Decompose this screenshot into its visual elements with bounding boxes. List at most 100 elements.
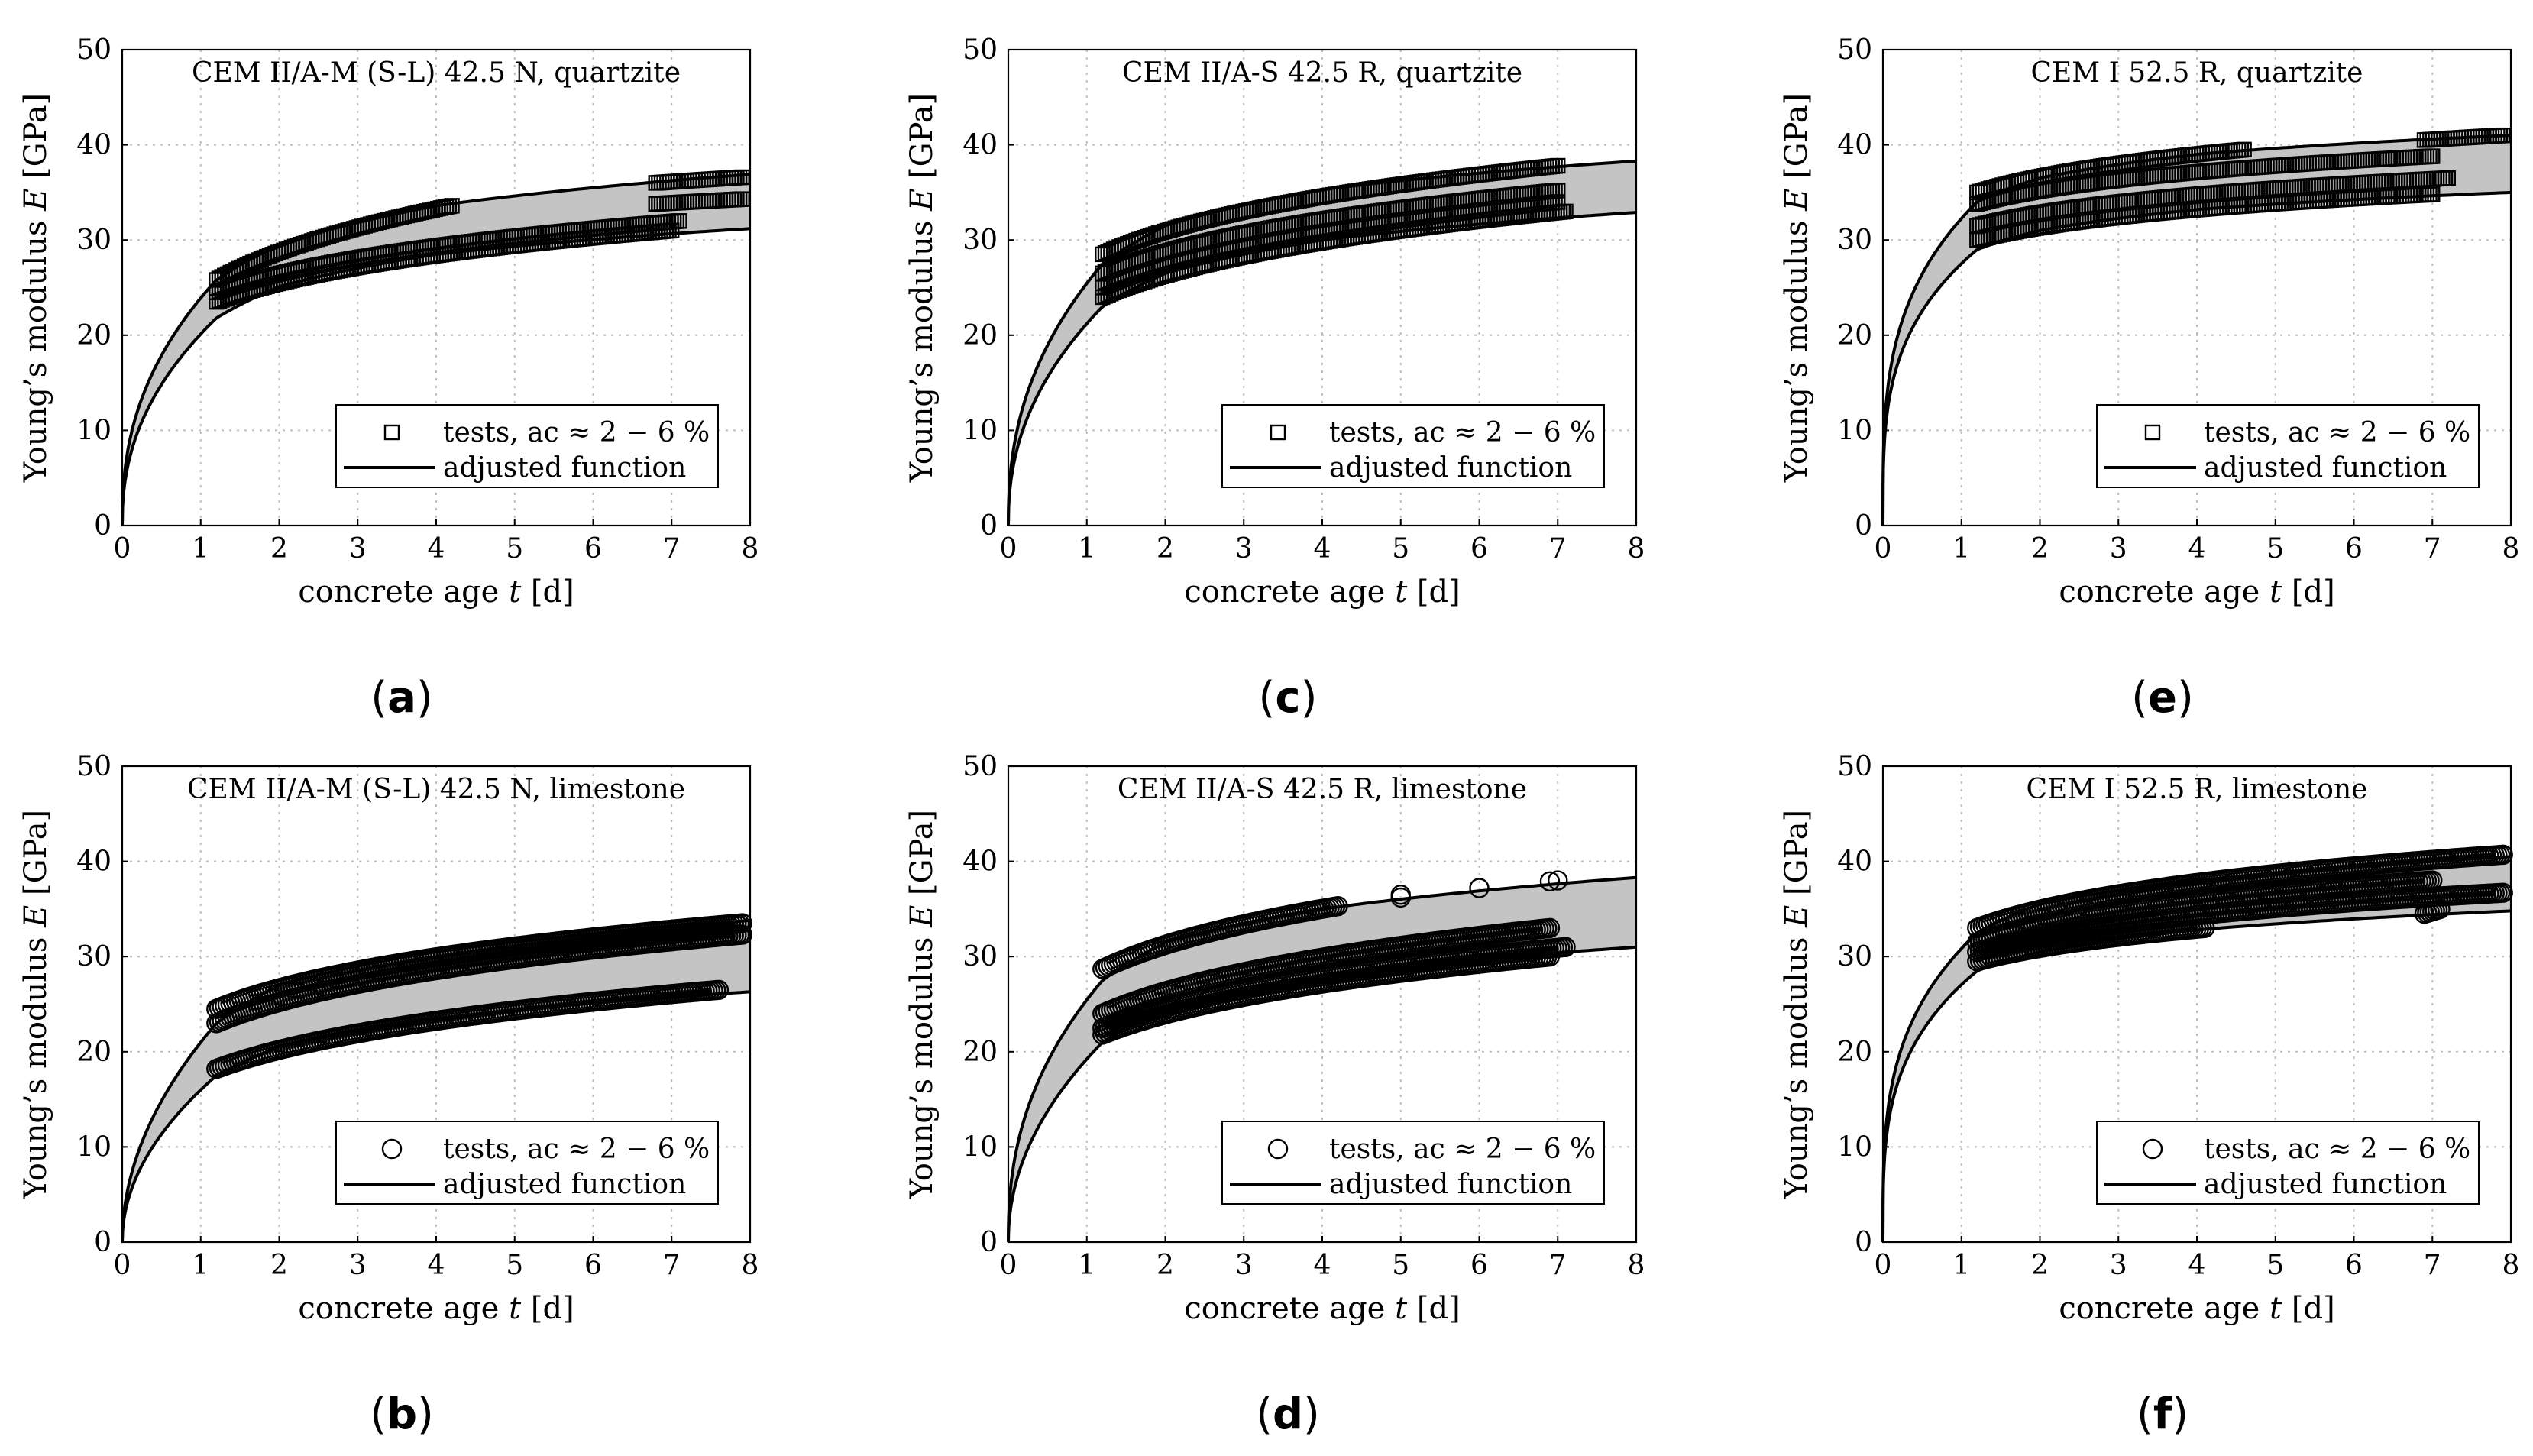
chart-panel-e: 0 1 2 3 4 5 6 7 8 0 10 20 30 40 50 CEM I 52.5 R, quartz… bbox=[1779, 34, 2519, 723]
adjusted-function-upper bbox=[1007, 875, 1637, 1243]
y-axis-label-text: Young’s modulus bbox=[904, 927, 940, 1199]
x-tick-label: 5 bbox=[1392, 1250, 1409, 1281]
panel-label-open: ( bbox=[2137, 1390, 2153, 1439]
panel-label-letter: b bbox=[387, 1390, 417, 1439]
x-tick-label: 3 bbox=[2110, 533, 2127, 565]
y-tick-label: 30 bbox=[962, 225, 998, 256]
test-point bbox=[1390, 885, 1411, 905]
adjusted-function-lower bbox=[1881, 909, 2512, 1243]
legend-box bbox=[335, 1121, 719, 1205]
panel-label: (b) bbox=[370, 1390, 434, 1439]
y-axis-label-var: E bbox=[18, 905, 53, 928]
y-axis-label-text: Young’s modulus bbox=[18, 927, 53, 1199]
legend-entry-tests: tests, ac ≈ 2 − 6 % bbox=[1329, 1134, 1596, 1165]
x-tick-label: 2 bbox=[270, 533, 288, 565]
y-axis-label: Young’s modulus E [GPa] bbox=[1779, 93, 1814, 483]
y-axis-label-var: E bbox=[904, 189, 940, 212]
test-point bbox=[2440, 170, 2457, 186]
y-axis-label: Young’s modulus E [GPa] bbox=[18, 810, 53, 1199]
x-tick-label: 2 bbox=[2031, 1250, 2049, 1281]
y-tick-label: 10 bbox=[1837, 415, 1872, 446]
chart-panel-a: 0 1 2 3 4 5 6 7 8 0 10 20 30 40 50 CEM II/A-M (S-L) 42.… bbox=[18, 34, 759, 723]
x-tick-label: 4 bbox=[428, 533, 445, 565]
legend: tests, ac ≈ 2 − 6 % adjusted function bbox=[2096, 404, 2480, 488]
x-tick-label: 7 bbox=[663, 533, 681, 565]
test-point bbox=[734, 191, 750, 207]
x-tick-label: 5 bbox=[506, 1250, 523, 1281]
x-axis-label-text: concrete age bbox=[298, 1291, 509, 1326]
adjusted-function-lower bbox=[121, 227, 751, 526]
x-axis-label-text: concrete age bbox=[2059, 574, 2269, 610]
x-tick-label: 6 bbox=[2345, 533, 2363, 565]
x-axis-label-text: concrete age bbox=[298, 574, 509, 610]
x-tick-label: 6 bbox=[1470, 533, 1488, 565]
chart-title: CEM II/A-M (S-L) 42.5 N, quartzite bbox=[192, 57, 681, 89]
x-axis-label-unit: [d] bbox=[2282, 574, 2335, 610]
x-axis-label-var: t bbox=[1395, 574, 1408, 610]
x-tick-label: 4 bbox=[428, 1250, 445, 1281]
legend-box bbox=[1221, 1121, 1605, 1205]
y-tick-label: 40 bbox=[962, 130, 998, 161]
y-tick-label: 50 bbox=[76, 751, 112, 782]
y-axis-label-unit: [GPa] bbox=[904, 810, 940, 905]
test-point bbox=[1539, 871, 1561, 891]
chart-title: CEM II/A-S 42.5 R, quartzite bbox=[1122, 57, 1522, 89]
panel-label-close: ) bbox=[417, 1390, 434, 1439]
y-axis-label-text: Young’s modulus bbox=[18, 211, 53, 483]
legend-box bbox=[335, 404, 719, 488]
panel-label-letter: e bbox=[2148, 673, 2177, 723]
x-tick-label: 6 bbox=[2345, 1250, 2363, 1281]
test-point bbox=[2493, 844, 2513, 866]
x-axis-label-unit: [d] bbox=[1407, 1291, 1461, 1326]
y-tick-label: 10 bbox=[962, 415, 998, 446]
x-axis-label: concrete age t [d] bbox=[1184, 1291, 1460, 1326]
y-tick-label: 0 bbox=[1855, 510, 1872, 542]
y-axis-label: Young’s modulus E [GPa] bbox=[904, 93, 940, 483]
x-axis-label: concrete age t [d] bbox=[2059, 1291, 2334, 1326]
adjusted-function-upper bbox=[1881, 134, 2512, 526]
legend: tests, ac ≈ 2 − 6 % adjusted function bbox=[1221, 404, 1605, 488]
legend-marker-square bbox=[2144, 424, 2161, 441]
adjusted-function-lower bbox=[1007, 211, 1637, 526]
legend-entry-function: adjusted function bbox=[2204, 452, 2447, 484]
legend-marker-circle bbox=[2142, 1138, 2163, 1160]
legend-entry-function: adjusted function bbox=[443, 452, 686, 484]
x-tick-label: 5 bbox=[2266, 533, 2284, 565]
x-tick-label: 7 bbox=[663, 1250, 681, 1281]
x-tick-label: 3 bbox=[1235, 533, 1253, 565]
panel-label-open: ( bbox=[1259, 673, 1276, 723]
chart-panel-c: 0 1 2 3 4 5 6 7 8 0 10 20 30 40 50 CEM II/A-S 42.5 R, q… bbox=[904, 34, 1645, 723]
x-tick-label: 1 bbox=[1952, 1250, 1970, 1281]
test-point bbox=[1469, 878, 1490, 898]
y-tick-label: 0 bbox=[980, 1227, 998, 1258]
panel-label: (f) bbox=[2137, 1390, 2188, 1439]
x-tick-label: 1 bbox=[192, 1250, 209, 1281]
y-tick-label: 10 bbox=[962, 1131, 998, 1163]
x-tick-label: 6 bbox=[1470, 1250, 1488, 1281]
y-tick-label: 40 bbox=[962, 846, 998, 878]
test-point bbox=[664, 222, 680, 238]
y-axis-label-text: Young’s modulus bbox=[1779, 211, 1814, 483]
panel-label-close: ) bbox=[2172, 1390, 2188, 1439]
x-axis-label-var: t bbox=[509, 1291, 522, 1326]
legend: tests, ac ≈ 2 − 6 % adjusted function bbox=[335, 1121, 719, 1205]
test-point bbox=[734, 169, 750, 186]
x-tick-label: 2 bbox=[2031, 533, 2049, 565]
y-axis-label-var: E bbox=[1779, 189, 1814, 212]
test-point bbox=[732, 924, 752, 945]
test-point bbox=[1555, 937, 1576, 957]
x-tick-label: 3 bbox=[349, 1250, 367, 1281]
x-tick-label: 1 bbox=[1952, 533, 1970, 565]
y-tick-label: 50 bbox=[1837, 34, 1872, 66]
legend-entry-tests: tests, ac ≈ 2 − 6 % bbox=[443, 1134, 710, 1165]
chart-title: CEM II/A-S 42.5 R, limestone bbox=[1118, 774, 1527, 805]
x-tick-label: 2 bbox=[1157, 1250, 1174, 1281]
y-axis-label-unit: [GPa] bbox=[1779, 810, 1814, 905]
y-axis-label: Young’s modulus E [GPa] bbox=[904, 810, 940, 1199]
legend: tests, ac ≈ 2 − 6 % adjusted function bbox=[1221, 1121, 1605, 1205]
y-tick-label: 30 bbox=[962, 941, 998, 972]
x-tick-label: 8 bbox=[742, 1250, 759, 1281]
legend-entry-tests: tests, ac ≈ 2 − 6 % bbox=[1329, 417, 1596, 448]
panel-label-open: ( bbox=[370, 1390, 387, 1439]
